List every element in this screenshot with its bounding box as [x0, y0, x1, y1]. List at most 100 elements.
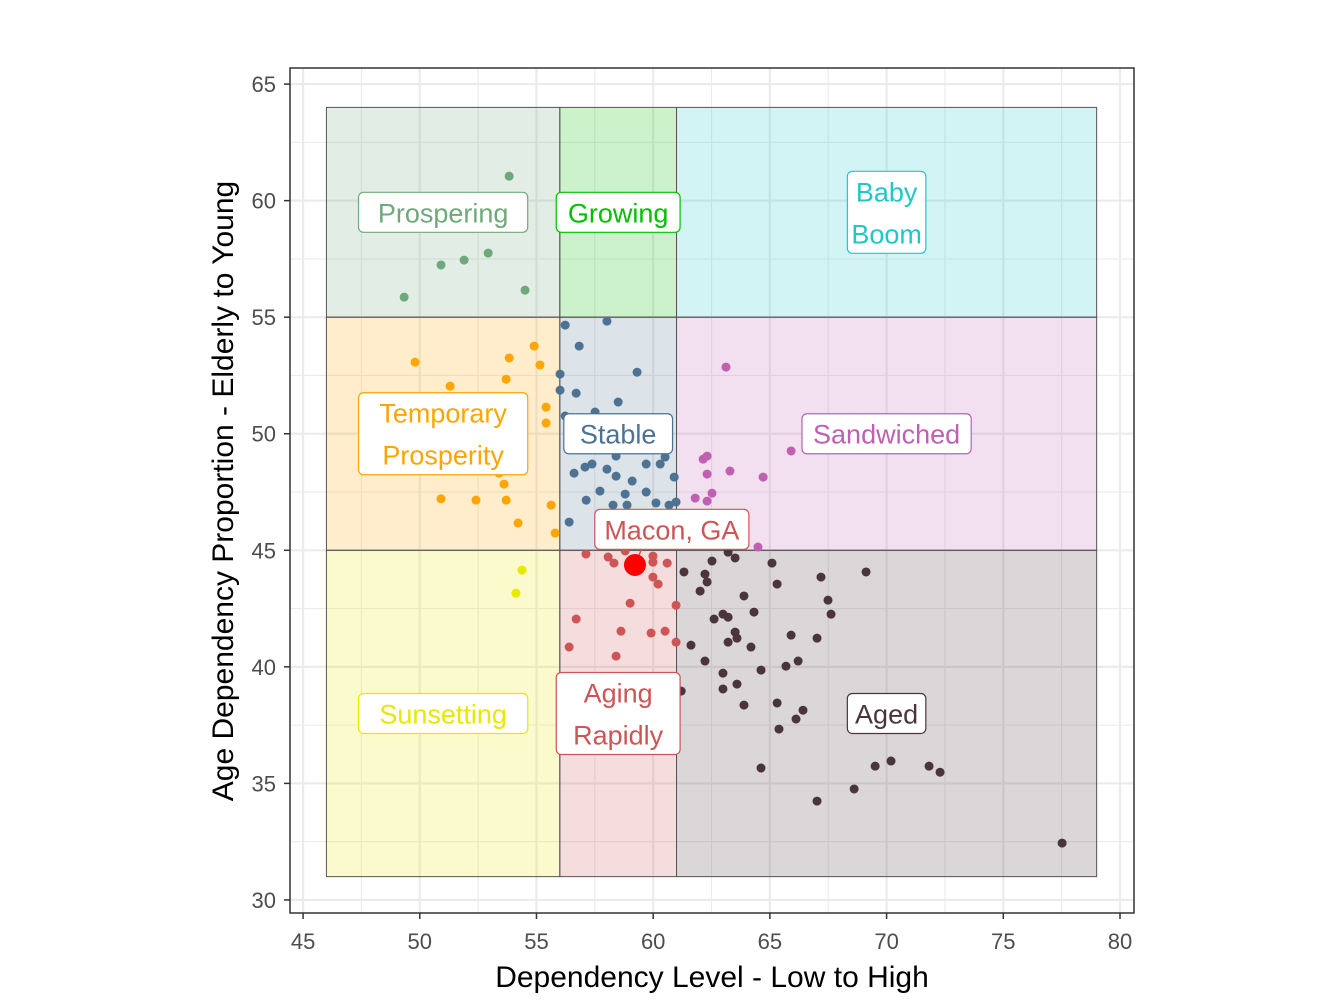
point-aged [749, 607, 759, 617]
point-sandwiched [702, 451, 712, 461]
point-aging-rapidly [609, 558, 619, 568]
point-aging-rapidly [564, 642, 574, 652]
point-aging-rapidly [662, 558, 672, 568]
label-prospering: Prospering [357, 191, 529, 233]
point-aged [679, 567, 689, 577]
point-aging-rapidly [660, 626, 670, 636]
point-aged [812, 633, 822, 643]
y-tick-label: 40 [252, 655, 276, 680]
point-prospering [399, 292, 409, 302]
point-aged [695, 586, 705, 596]
point-aged [756, 665, 766, 675]
point-sandwiched [707, 488, 717, 498]
y-axis-ticks: 30 35 40 45 50 55 60 65 [252, 72, 290, 913]
point-aged [793, 656, 803, 666]
label-sandwiched: Sandwiched [801, 413, 972, 455]
point-aged [870, 761, 880, 771]
point-sandwiched [702, 496, 712, 506]
label-text: Rapidly [573, 720, 664, 750]
point-aging-rapidly [648, 572, 658, 582]
point-stable [569, 468, 579, 478]
point-aged [935, 767, 945, 777]
point-stable [651, 498, 661, 508]
x-axis-ticks: 45 50 55 60 65 70 75 80 [291, 913, 1132, 954]
plot-border [289, 67, 1135, 914]
point-stable [664, 500, 674, 510]
label-box [563, 413, 674, 455]
point-temporary-prosperity [445, 381, 455, 391]
point-aged [816, 572, 826, 582]
label-text: Temporary [379, 399, 507, 429]
point-temporary-prosperity [504, 353, 514, 363]
point-stable [580, 462, 590, 472]
point-temporary-prosperity [501, 495, 511, 505]
point-sandwiched [786, 446, 796, 456]
x-axis-title: Dependency Level - Low to High [495, 961, 929, 994]
point-prospering [520, 285, 530, 295]
x-tick-label: 50 [408, 929, 432, 954]
point-aged [702, 577, 712, 587]
point-aged [886, 756, 896, 766]
label-box [357, 392, 529, 476]
label-text: Prosperity [382, 441, 504, 471]
point-aged [746, 642, 756, 652]
point-stable [655, 459, 665, 469]
label-aging-rapidly: Aging Rapidly [555, 671, 681, 756]
point-aged [826, 609, 836, 619]
region-labels: Prospering Growing Baby Boom Temporary Prospe… [357, 170, 972, 756]
label-box [801, 413, 972, 455]
point-aged [812, 796, 822, 806]
point-sandwiched [702, 469, 712, 479]
point-aged [730, 553, 740, 563]
point-stable [620, 489, 630, 499]
point-stable [587, 459, 597, 469]
point-stable [571, 388, 581, 398]
y-tick-label: 35 [252, 771, 276, 796]
point-aged [732, 633, 742, 643]
point-aged [823, 595, 833, 605]
point-stable [671, 497, 681, 507]
x-tick-label: 55 [524, 929, 548, 954]
point-stable [602, 464, 612, 474]
point-sandwiched [690, 493, 700, 503]
point-stable [622, 500, 632, 510]
point-aged [781, 661, 791, 671]
y-axis-title: Age Dependency Proportion - Elderly to Y… [207, 181, 240, 801]
x-tick-label: 75 [991, 929, 1015, 954]
point-aged [791, 714, 801, 724]
point-stable [611, 471, 621, 481]
y-tick-label: 45 [252, 538, 276, 563]
point-temporary-prosperity [410, 357, 420, 367]
label-text: Boom [851, 219, 922, 249]
point-temporary-prosperity [529, 341, 539, 351]
point-aging-rapidly [646, 628, 656, 638]
y-tick-label: 60 [252, 189, 276, 214]
point-prospering [483, 248, 493, 258]
label-stable: Stable [563, 413, 674, 455]
label-text: Aging [584, 678, 653, 708]
point-stable [660, 452, 670, 462]
point-aged [718, 684, 728, 694]
point-temporary-prosperity [546, 500, 556, 510]
point-temporary-prosperity [513, 518, 523, 528]
point-aging-rapidly [648, 557, 658, 567]
point-aging-rapidly [625, 598, 635, 608]
point-aged [700, 656, 710, 666]
point-temporary-prosperity [535, 360, 545, 370]
label-text: Sunsetting [379, 699, 507, 729]
point-aged [1057, 838, 1067, 848]
label-temporary-prosperity: Temporary Prosperity [357, 392, 529, 476]
label-box [846, 170, 927, 254]
point-aged [739, 700, 749, 710]
point-stable [555, 385, 565, 395]
x-tick-label: 80 [1108, 929, 1132, 954]
point-aged [709, 614, 719, 624]
label-text: Aged [855, 699, 918, 729]
label-text: Stable [580, 420, 657, 450]
label-box [555, 671, 681, 756]
label-growing: Growing [555, 191, 681, 233]
point-sandwiched [758, 472, 768, 482]
point-temporary-prosperity [501, 374, 511, 384]
point-sunsetting [511, 588, 521, 598]
